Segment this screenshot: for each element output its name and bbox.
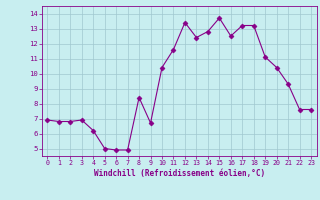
X-axis label: Windchill (Refroidissement éolien,°C): Windchill (Refroidissement éolien,°C): [94, 169, 265, 178]
